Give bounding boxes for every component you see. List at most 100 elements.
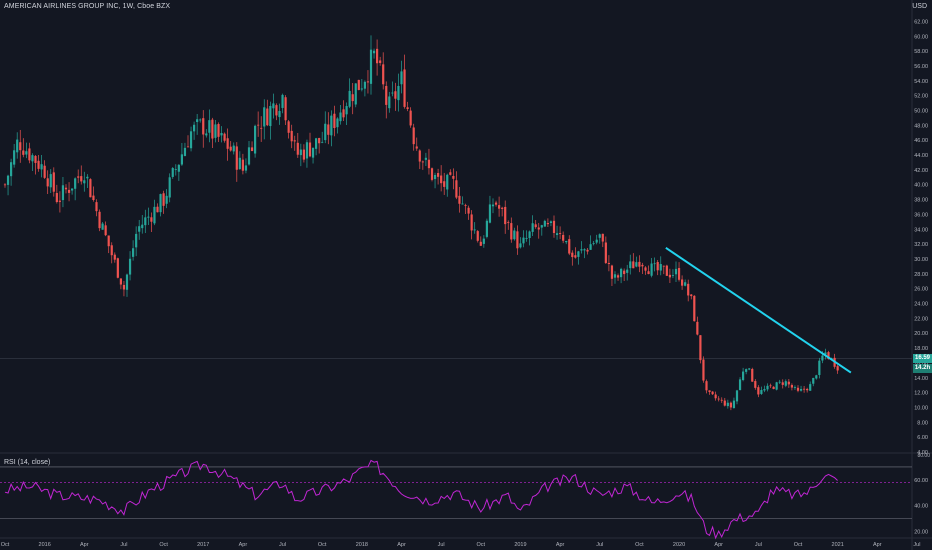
candle-body (250, 147, 254, 152)
candle-body (202, 118, 205, 135)
candle-body (681, 279, 684, 286)
time-tick-label: Oct (794, 542, 803, 548)
candle-body (580, 249, 583, 251)
rsi-line (4, 459, 838, 540)
candle-body (510, 223, 513, 240)
time-tick-label: 2021 (832, 542, 844, 548)
candle-body (479, 241, 482, 246)
price-tick-label: 10.00 (914, 405, 928, 411)
candle-body (16, 139, 19, 153)
time-tick-label: Apr (873, 542, 882, 548)
candle-body (315, 138, 318, 149)
candle-body (702, 359, 705, 381)
candle-body (717, 398, 720, 400)
candle-body (348, 90, 351, 107)
candle-body (796, 387, 800, 391)
candle-body (745, 369, 748, 372)
candle-body (729, 402, 732, 408)
candle-body (391, 92, 394, 94)
candle-body (388, 96, 391, 109)
candle-body (101, 223, 104, 230)
candle-body (793, 387, 797, 388)
candle-body (360, 88, 363, 90)
candle-body (714, 394, 717, 399)
price-axis[interactable]: 62.00 60.00 58.00 56.00 54.00 52.00 50.00 48.00… (914, 19, 928, 456)
candle-body (92, 195, 95, 201)
candle-body (766, 385, 769, 390)
candle-body (330, 115, 333, 136)
candle-body (299, 149, 302, 156)
candle-body (342, 109, 345, 118)
candle-body (98, 211, 101, 229)
candle-body (205, 133, 208, 136)
candle-body (77, 176, 80, 178)
candle-body (226, 138, 229, 149)
candle-body (491, 204, 495, 207)
candle-body (132, 248, 135, 257)
candle-body (247, 147, 251, 165)
candle-body (601, 233, 604, 242)
candle-body (110, 245, 113, 256)
candle-body (403, 69, 406, 107)
time-tick-label: 2019 (514, 542, 526, 548)
candle-body (180, 154, 183, 165)
trendline (665, 247, 852, 374)
candle-body (626, 269, 629, 273)
chart-title: AMERICAN AIRLINES GROUP INC, 1W, Cboe BZ… (4, 3, 171, 10)
candle-body (778, 381, 781, 383)
candle-body (244, 165, 248, 171)
candle-body (525, 238, 528, 239)
candle-body (485, 220, 488, 237)
candle-body (656, 262, 659, 271)
candle-body (668, 274, 671, 278)
candle-body (25, 151, 28, 155)
candle-body (229, 146, 232, 151)
candle-body (354, 83, 357, 105)
price-tick-label: 38.00 (914, 198, 928, 204)
candle-body (324, 123, 327, 141)
trendline-layer[interactable] (665, 247, 852, 374)
candle-body (559, 232, 562, 234)
candle-body (13, 150, 16, 165)
candle-body (751, 368, 754, 382)
candle-body (141, 224, 144, 229)
price-tick-label: 44.00 (914, 153, 928, 159)
candle-body (806, 388, 809, 391)
candle-body (223, 133, 226, 141)
candle-body (433, 174, 437, 180)
candle-body (138, 226, 141, 232)
price-tick-label: 8.00 (917, 420, 928, 426)
price-tick-label: 34.00 (914, 227, 928, 233)
candle-body (534, 224, 537, 228)
candle-body (214, 124, 217, 138)
candle-body (238, 157, 241, 170)
candle-body (19, 142, 22, 151)
time-tick-label: 2017 (197, 542, 209, 548)
time-tick-label: Apr (80, 542, 89, 548)
candle-body (629, 261, 632, 269)
candle-body (418, 150, 421, 162)
candle-body (616, 275, 620, 278)
candle-body (809, 384, 812, 391)
candle-body (336, 118, 339, 128)
candle-body (406, 107, 409, 110)
time-tick-label: Jul (913, 542, 920, 548)
time-tick-label: Jul (596, 542, 603, 548)
candle-body (318, 138, 321, 144)
candle-body (757, 387, 760, 395)
price-tick-label: 12.00 (914, 391, 928, 397)
candle-body (738, 379, 742, 391)
candle-body (128, 258, 132, 275)
candle-body (671, 275, 675, 276)
candle-body (632, 261, 635, 269)
candle-body (507, 222, 510, 223)
candle-body (687, 283, 690, 296)
candle-body (620, 268, 623, 278)
candle-body (290, 130, 293, 142)
candle-body (339, 112, 342, 122)
candle-body (217, 124, 220, 137)
time-axis[interactable]: Oct 2016 Apr Jul Oct 2017 Apr Jul Oct 2018 Apr Jul O… (1, 542, 921, 548)
last-price-badge: 16.59 (913, 353, 932, 363)
candle-body (119, 278, 122, 285)
